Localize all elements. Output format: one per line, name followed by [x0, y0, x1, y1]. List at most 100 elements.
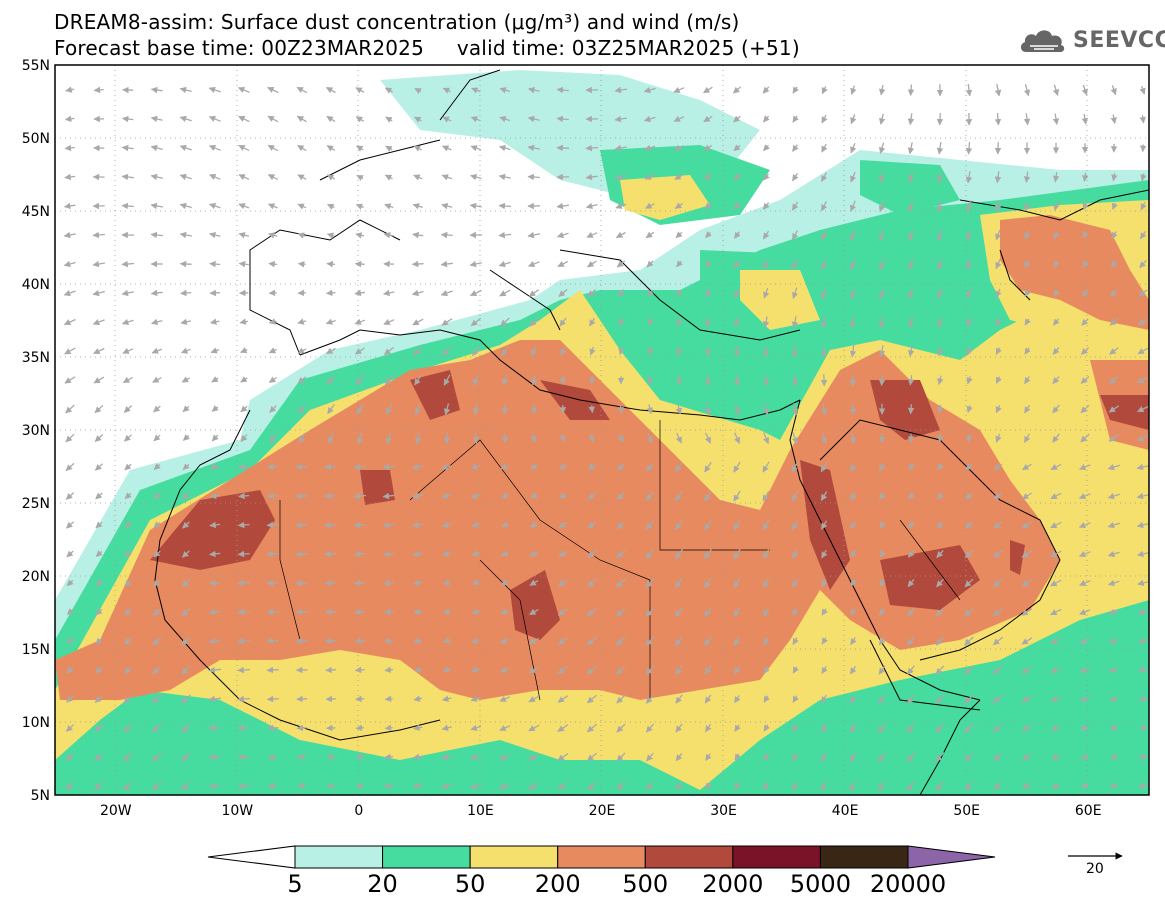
wind-arrow — [791, 172, 799, 182]
wind-arrow — [821, 86, 828, 95]
wind-arrow — [240, 376, 248, 383]
wind-arrow — [1021, 637, 1033, 645]
wind-arrow — [181, 550, 191, 558]
wind-arrow — [616, 752, 626, 762]
wind-arrow — [354, 318, 366, 325]
wind-arrow — [964, 694, 974, 704]
wind-arrow — [1080, 376, 1090, 384]
wind-arrow — [965, 171, 973, 184]
wind-arrow — [267, 115, 279, 123]
wind-arrow — [791, 549, 799, 559]
wind-arrow — [1052, 347, 1060, 355]
wind-arrow — [995, 347, 1002, 355]
wind-arrow — [878, 287, 886, 300]
wind-arrow — [906, 694, 916, 705]
wind-arrow — [586, 607, 597, 617]
lon-label: 20E — [589, 803, 616, 819]
colorbar-swatch — [294, 845, 384, 869]
wind-arrow — [588, 463, 596, 471]
wind-arrow — [324, 608, 337, 616]
wind-arrow — [615, 202, 627, 209]
wind-arrow — [704, 606, 712, 618]
wind-arrow — [878, 694, 886, 704]
wind-arrow — [821, 666, 828, 675]
wind-arrow — [470, 173, 482, 181]
wind-arrow — [93, 347, 105, 355]
wind-arrow — [849, 780, 857, 792]
wind-arrow — [1022, 782, 1032, 790]
wind-arrow — [734, 432, 740, 444]
wind-arrow — [676, 289, 683, 297]
wind-arrow — [646, 404, 653, 415]
wind-arrow — [675, 462, 683, 473]
wind-arrow — [1021, 521, 1033, 529]
wind-arrow — [1081, 289, 1089, 297]
wind-arrow — [674, 636, 684, 647]
wind-arrow — [326, 115, 336, 123]
wind-arrow — [208, 782, 221, 790]
wind-arrow — [704, 374, 712, 386]
wind-arrow — [153, 405, 161, 413]
wind-arrow — [878, 374, 886, 387]
wind-arrow — [152, 665, 162, 675]
wind-arrow — [528, 289, 540, 297]
wind-arrow — [992, 607, 1004, 617]
wind-arrow — [1137, 376, 1149, 384]
wind-arrow — [1023, 433, 1031, 443]
wind-arrow — [907, 113, 915, 126]
wind-arrow — [1108, 666, 1119, 673]
wind-arrow — [179, 115, 192, 123]
wind-arrow — [704, 461, 712, 473]
wind-arrow — [297, 347, 307, 354]
wind-arrow — [66, 666, 74, 674]
wind-arrow — [675, 782, 683, 790]
wind-arrow — [1108, 608, 1120, 615]
wind-arrow — [849, 345, 857, 358]
wind-arrow — [556, 231, 569, 239]
wind-arrow — [1107, 492, 1120, 500]
wind-arrow — [121, 318, 134, 326]
wind-arrow — [211, 405, 219, 412]
wind-arrow — [122, 347, 134, 354]
lon-label: 30E — [710, 803, 737, 819]
wind-arrow — [1050, 666, 1062, 674]
colorbar-label: 5 — [287, 870, 303, 898]
wind-arrow — [529, 521, 538, 528]
wind-arrow — [704, 403, 712, 416]
wind-arrow — [616, 549, 626, 559]
wind-arrow — [993, 463, 1003, 471]
wind-arrow — [266, 724, 279, 732]
wind-arrow — [586, 694, 598, 704]
wind-arrow — [121, 289, 134, 297]
wind-reference-label: 20 — [1086, 861, 1104, 877]
wind-arrow — [121, 144, 134, 152]
wind-arrow — [65, 781, 75, 791]
wind-arrow — [733, 115, 741, 123]
wind-arrow — [643, 86, 656, 94]
wind-arrow — [237, 724, 250, 732]
wind-arrow — [792, 752, 799, 762]
wind-arrow — [763, 724, 770, 732]
wind-arrow — [152, 608, 162, 616]
wind-arrow — [588, 434, 595, 443]
wind-arrow — [470, 724, 482, 731]
wind-arrow — [704, 432, 711, 444]
wind-arrow — [966, 376, 973, 385]
wind-arrow — [791, 432, 799, 445]
wind-arrow — [878, 608, 886, 617]
wind-arrow — [470, 116, 481, 123]
wind-arrow — [296, 115, 307, 123]
wind-arrow — [673, 144, 684, 151]
wind-arrow — [238, 115, 250, 123]
wind-arrow — [124, 521, 132, 528]
wind-arrow — [1136, 521, 1149, 529]
wind-arrow — [906, 751, 916, 763]
wind-arrow — [705, 288, 712, 298]
wind-arrow — [412, 782, 424, 790]
wind-arrow — [267, 203, 278, 210]
wind-arrow — [733, 548, 741, 560]
wind-arrow — [734, 288, 741, 299]
wind-arrow — [413, 346, 423, 356]
wind-arrow — [965, 229, 973, 241]
wind-arrow — [442, 346, 452, 356]
